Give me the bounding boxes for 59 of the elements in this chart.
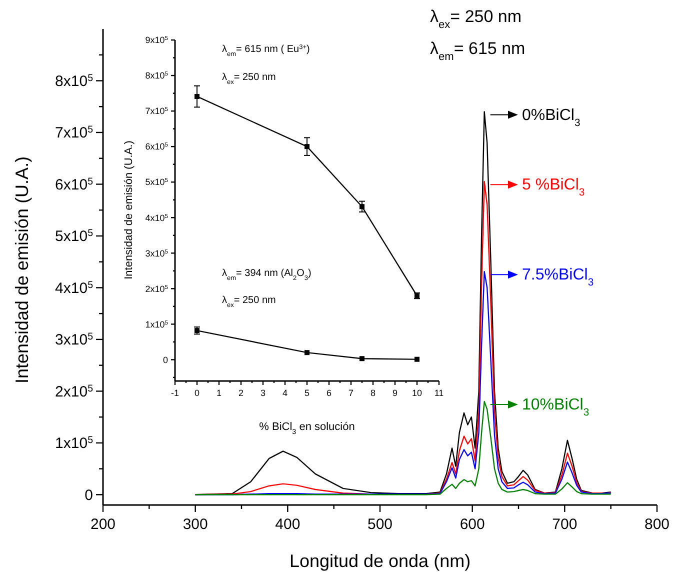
y-tick-label: 6x10$^{5}$ <box>145 142 168 152</box>
annotation: λ$_{ex}$= 250 nm <box>222 72 276 86</box>
x-tick-label: 7 <box>348 388 354 398</box>
point <box>304 350 310 356</box>
y-tick-label: 7x10$^{5}$ <box>145 106 168 116</box>
x-tick-label: 500 <box>367 516 393 533</box>
x-tick-label: 8 <box>370 388 376 398</box>
y-tick-label: 6x10$^{5}$ <box>55 176 94 194</box>
x-tick-label: 800 <box>644 516 670 533</box>
annotation: λ$_{em}$= 615 nm <box>430 39 526 63</box>
legend-label: 0%BiCl$_{3}$ <box>522 106 580 128</box>
x-tick-label: 300 <box>182 516 208 533</box>
y-tick-label: 0 <box>162 354 168 365</box>
point <box>304 144 310 150</box>
y-axis-title: Intensidad de emisión (U.A.) <box>12 156 32 384</box>
x-tick-label: 2 <box>238 388 244 398</box>
x-tick-label: 10 <box>412 388 422 398</box>
legend-label: 5 %BiCl$_{3}$ <box>522 176 585 198</box>
point <box>360 204 364 210</box>
x-tick-label: 0 <box>194 388 200 398</box>
legend-label: 10%BiCl$_{3}$ <box>522 396 590 418</box>
x-tick-label: -1 <box>170 388 180 398</box>
y-tick-label: 4x10$^{5}$ <box>55 279 94 297</box>
y-tick-label: 2x10$^{5}$ <box>145 284 168 294</box>
x-tick-label: 1 <box>216 388 222 398</box>
legend-label: 7.5%BiCl$_{3}$ <box>522 266 594 288</box>
x-tick-label: 700 <box>552 516 578 533</box>
annotation: λ$_{ex}$= 250 nm <box>222 295 276 308</box>
y-tick-label: 9x10$^{5}$ <box>145 35 168 46</box>
x-axis-title: % BiCl$_{3}$ en solución <box>259 421 355 436</box>
point <box>360 356 364 362</box>
y-tick-label: 4x10$^{5}$ <box>145 212 168 223</box>
x-tick-label: 200 <box>90 516 116 533</box>
y-tick-label: 8x10$^{5}$ <box>55 72 94 90</box>
point <box>414 356 420 362</box>
annotation: λ$_{em}$= 394 nm (Al$_{2}$O$_{3}$) <box>222 268 312 282</box>
y-tick-label: 3x10$^{5}$ <box>55 331 94 349</box>
x-tick-label: 3 <box>260 388 266 398</box>
y-tick-label: 7x10$^{5}$ <box>55 124 94 142</box>
annotation: λ$_{em}$= 615 nm ( Eu$^{3+}$) <box>222 44 310 58</box>
x-tick-label: 400 <box>275 516 300 533</box>
y-tick-label: 1x10$^{5}$ <box>145 319 168 330</box>
y-tick-label: 1x10$^{5}$ <box>55 434 94 452</box>
x-tick-label: 6 <box>326 388 332 398</box>
y-tick-label: 5x10$^{5}$ <box>145 177 168 188</box>
point <box>194 94 200 99</box>
y-tick-label: 5x10$^{5}$ <box>55 228 94 246</box>
annotation: λ$_{ex}$= 250 nm <box>430 7 522 31</box>
y-tick-label: 8x10$^{5}$ <box>145 70 168 81</box>
x-tick-label: 11 <box>434 388 444 398</box>
x-tick-label: 9 <box>392 388 398 398</box>
x-tick-label: 5 <box>304 388 310 398</box>
y-axis-title: Intensidad de emisión (U.A.) <box>123 140 135 280</box>
y-tick-label: 3x10$^{5}$ <box>145 248 168 258</box>
x-axis-title: Longitud de onda (nm) <box>289 551 471 571</box>
y-tick-label: 2x10$^{5}$ <box>55 382 94 400</box>
y-tick-label: 0 <box>84 486 93 504</box>
x-tick-label: 4 <box>282 388 288 398</box>
x-tick-label: 600 <box>460 516 485 533</box>
